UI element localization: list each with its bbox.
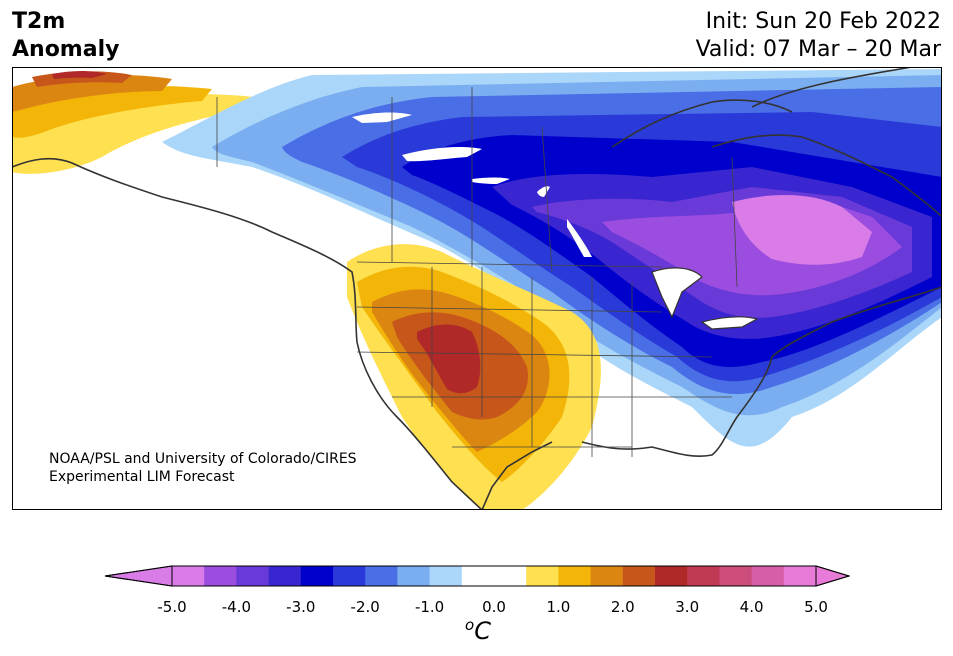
colorbar-segment: [558, 566, 592, 586]
colorbar-segment: [526, 566, 559, 586]
colorbar-segment: [429, 566, 463, 586]
colorbar-segment: [461, 566, 495, 586]
colorbar-segment: [333, 566, 366, 586]
credit: NOAA/PSL and University of Colorado/CIRE…: [49, 450, 357, 486]
colorbar-tick-label: -1.0: [414, 598, 445, 616]
colorbar-over-arrow: [815, 565, 850, 587]
init-date: Init: Sun 20 Feb 2022: [705, 9, 941, 34]
colorbar-segment: [300, 566, 334, 586]
map-title: T2m Anomaly: [12, 8, 119, 64]
political-borders: [216, 87, 738, 457]
credit-line-2: Experimental LIM Forecast: [49, 469, 235, 485]
colorbar-tick-label: 5.0: [804, 598, 828, 616]
colorbar-segment: [590, 566, 624, 586]
colorbar-tick-label: -2.0: [350, 598, 380, 616]
colorbar-segment: [236, 566, 270, 586]
colorbar-units: oC: [465, 616, 491, 645]
colorbar-segment: [719, 566, 753, 586]
colorbar-segment: [751, 566, 785, 586]
colorbar-segment: [622, 566, 656, 586]
colorbar-segment: [172, 566, 205, 586]
colorbar-tick-label: 0.0: [482, 598, 506, 616]
colorbar-segment: [268, 566, 302, 586]
colorbar-under-arrow: [104, 565, 173, 587]
colorbar-segment: [397, 566, 431, 586]
title-line-1: T2m: [12, 9, 66, 34]
coastlines: [12, 67, 942, 510]
colorbar-tick-label: 2.0: [610, 598, 635, 616]
units-degree: o: [465, 616, 475, 634]
forecast-dates: Init: Sun 20 Feb 2022 Valid: 07 Mar – 20…: [696, 8, 941, 64]
anomaly-map: [12, 67, 942, 510]
colorbar-segment: [494, 566, 527, 586]
colorbar-tick-label: -3.0: [286, 598, 316, 616]
colorbar: [104, 565, 850, 587]
inland-lakes: [352, 112, 757, 329]
colorbar-segment: [687, 566, 720, 586]
colorbar-segment: [655, 566, 688, 586]
colorbar-segment: [365, 566, 398, 586]
southwest-warm-anomaly: [347, 244, 601, 510]
colorbar-outline: [104, 565, 850, 587]
colorbar-segment: [783, 566, 817, 586]
cold-anomaly: [162, 69, 942, 447]
colorbar-tick-label: 1.0: [546, 598, 571, 616]
colorbar-tick-label: 4.0: [739, 598, 764, 616]
valid-range: Valid: 07 Mar – 20 Mar: [695, 37, 941, 62]
colorbar-tick-label: 3.0: [675, 598, 700, 616]
title-line-2: Anomaly: [12, 37, 120, 62]
alaska-warm-anomaly: [12, 71, 272, 174]
colorbar-tick-label: -4.0: [221, 598, 252, 616]
units-letter: C: [474, 617, 491, 645]
colorbar-segment: [204, 566, 237, 586]
colorbar-tick-label: -5.0: [157, 598, 187, 616]
credit-line-1: NOAA/PSL and University of Colorado/CIRE…: [49, 451, 357, 467]
